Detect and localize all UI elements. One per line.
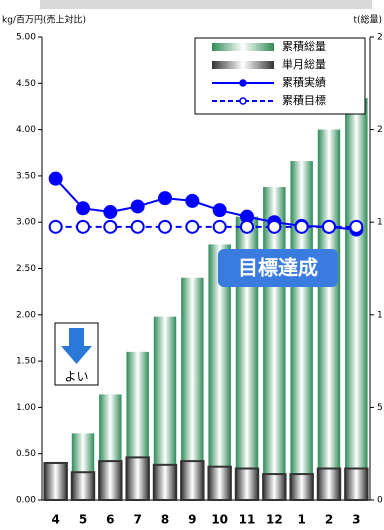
point bbox=[103, 205, 118, 220]
x-tick-label: 9 bbox=[188, 513, 196, 527]
bar bbox=[70, 471, 96, 502]
x-tick-label: 1 bbox=[297, 513, 305, 527]
y-tick-label: 0.00 bbox=[16, 496, 36, 506]
y-tick-label: 3.50 bbox=[16, 171, 36, 181]
bar bbox=[181, 277, 204, 500]
point bbox=[294, 219, 309, 234]
point bbox=[130, 199, 145, 214]
bar bbox=[208, 244, 231, 500]
legend-swatch bbox=[212, 61, 274, 69]
x-tick-label: 8 bbox=[161, 513, 169, 527]
y-tick-label: 1.50 bbox=[16, 357, 36, 367]
x-tick-label: 3 bbox=[352, 513, 360, 527]
point bbox=[76, 201, 90, 216]
point bbox=[158, 191, 172, 206]
y-tick-label: 5.00 bbox=[16, 33, 36, 43]
bar bbox=[289, 473, 314, 501]
top-band bbox=[40, 0, 372, 9]
legend-swatch bbox=[239, 79, 247, 87]
point bbox=[267, 219, 282, 234]
y-tick-label: 2.50 bbox=[16, 264, 36, 274]
bar bbox=[262, 473, 287, 501]
point bbox=[103, 219, 118, 234]
y2-tick-label: 2 bbox=[377, 33, 383, 43]
y-tick-label: 4.00 bbox=[16, 125, 36, 135]
point bbox=[158, 219, 172, 234]
bar bbox=[125, 456, 150, 501]
bar bbox=[317, 129, 341, 500]
y-axis-title: kg/百万円(売上対比) bbox=[2, 14, 86, 26]
y-tick-label: 1.00 bbox=[16, 403, 36, 413]
bar bbox=[263, 187, 286, 500]
bar bbox=[316, 467, 342, 501]
point bbox=[185, 219, 200, 234]
legend-swatch bbox=[212, 43, 274, 51]
point bbox=[212, 219, 227, 234]
legend-label: 累積総量 bbox=[282, 39, 326, 53]
point bbox=[212, 203, 227, 218]
x-tick-label: 12 bbox=[266, 513, 283, 527]
annotation-box bbox=[218, 249, 338, 287]
x-tick-label: 2 bbox=[325, 513, 333, 527]
bar bbox=[153, 316, 177, 500]
y-tick-label: 3.00 bbox=[16, 218, 36, 228]
x-tick-label: 4 bbox=[51, 513, 59, 527]
legend-label: 単月総量 bbox=[282, 57, 326, 71]
bar bbox=[43, 461, 68, 501]
bar bbox=[290, 161, 313, 501]
legend-swatch bbox=[239, 97, 247, 105]
point bbox=[48, 171, 63, 186]
bar bbox=[180, 460, 205, 501]
y-tick-label: 2.00 bbox=[16, 310, 36, 320]
y2-axis-title: t(総量) bbox=[353, 14, 382, 26]
annotation: 目標達成 bbox=[238, 256, 318, 280]
bar bbox=[345, 98, 368, 500]
bar bbox=[235, 216, 259, 501]
y2-tick-label: 0 bbox=[377, 496, 383, 506]
point bbox=[322, 219, 336, 234]
down-arrow bbox=[61, 328, 92, 364]
y2-tick-label: 1 bbox=[377, 310, 383, 320]
point bbox=[130, 219, 145, 234]
point bbox=[349, 219, 364, 234]
y2-tick-label: 5 bbox=[377, 403, 383, 413]
bar bbox=[344, 467, 369, 501]
point bbox=[76, 219, 90, 234]
bar bbox=[207, 465, 232, 501]
x-tick-label: 5 bbox=[79, 513, 87, 527]
point bbox=[240, 219, 254, 234]
legend-label: 累積実績 bbox=[282, 75, 326, 89]
bar bbox=[98, 460, 123, 501]
point bbox=[185, 193, 200, 208]
x-tick-label: 7 bbox=[133, 513, 141, 527]
x-tick-label: 11 bbox=[239, 513, 256, 527]
bar bbox=[152, 463, 178, 502]
y-tick-label: 4.50 bbox=[16, 79, 36, 89]
x-tick-label: 6 bbox=[106, 513, 114, 527]
annotation: よい bbox=[64, 370, 88, 384]
legend-label: 累積目標 bbox=[282, 93, 326, 107]
y-tick-label: 0.50 bbox=[16, 449, 36, 459]
x-tick-label: 10 bbox=[211, 513, 228, 527]
y2-tick-label: 2 bbox=[377, 125, 383, 135]
point bbox=[48, 219, 63, 234]
y2-tick-label: 1 bbox=[377, 218, 383, 228]
bar bbox=[234, 467, 260, 501]
